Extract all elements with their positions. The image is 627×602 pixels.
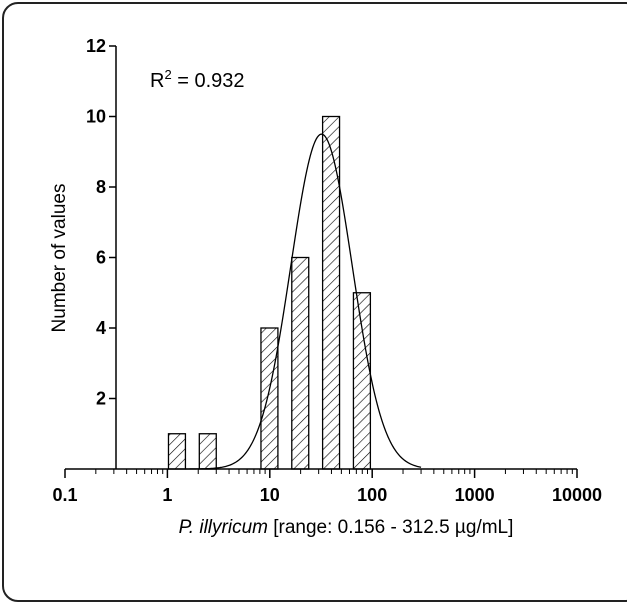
y-axis-title: Number of values bbox=[49, 184, 70, 333]
y-tick-label: 10 bbox=[86, 107, 106, 127]
histogram-bar bbox=[198, 433, 217, 470]
x-axis-title: P. illyricum [range: 0.156 - 312.5 µg/mL… bbox=[179, 517, 514, 538]
histogram-chart: 2 4 6 8 10 12 0.1 1 10 100 1000 10000 R2 = 0.932 N… bbox=[49, 36, 602, 538]
histogram-bar bbox=[291, 256, 310, 470]
y-tick-label: 4 bbox=[96, 318, 106, 338]
y-tick-label: 6 bbox=[96, 248, 106, 268]
x-ticks-group: 0.1 1 10 100 1000 10000 bbox=[52, 469, 602, 505]
histogram-bar bbox=[321, 115, 341, 470]
histogram-bar bbox=[260, 327, 279, 470]
histogram-bar bbox=[167, 433, 187, 470]
x-tick-label: 10000 bbox=[552, 485, 602, 505]
x-tick-label: 1 bbox=[162, 485, 172, 505]
gaussian-fit-curve bbox=[185, 133, 422, 470]
x-tick-label: 10 bbox=[260, 485, 280, 505]
y-tick-label: 2 bbox=[96, 389, 106, 409]
x-tick-label: 1000 bbox=[455, 485, 495, 505]
y-tick-label: 12 bbox=[86, 36, 106, 56]
y-tick-label: 8 bbox=[96, 177, 106, 197]
r-squared-annotation: R2 = 0.932 bbox=[150, 67, 245, 92]
bars-group bbox=[167, 115, 372, 470]
x-tick-label: 0.1 bbox=[52, 485, 77, 505]
x-tick-label: 100 bbox=[357, 485, 387, 505]
y-ticks-group: 2 4 6 8 10 12 bbox=[86, 36, 116, 409]
histogram-bar bbox=[352, 292, 372, 470]
